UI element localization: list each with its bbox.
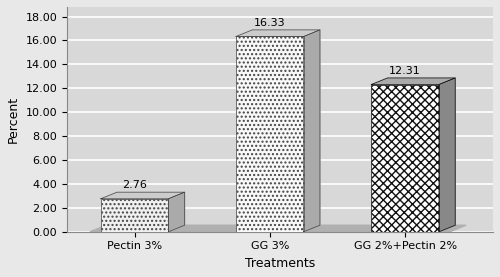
Polygon shape [439,78,455,232]
Polygon shape [372,78,455,84]
Text: 16.33: 16.33 [254,18,286,28]
Polygon shape [168,192,184,232]
Polygon shape [90,225,466,232]
X-axis label: Treatments: Treatments [245,257,315,270]
Text: 12.31: 12.31 [390,66,421,76]
Y-axis label: Percent: Percent [7,96,20,143]
Bar [101,199,168,232]
Bar [236,37,304,232]
Polygon shape [236,30,320,37]
Bar [372,84,439,232]
Polygon shape [101,192,184,199]
Polygon shape [304,30,320,232]
Text: 2.76: 2.76 [122,180,147,190]
